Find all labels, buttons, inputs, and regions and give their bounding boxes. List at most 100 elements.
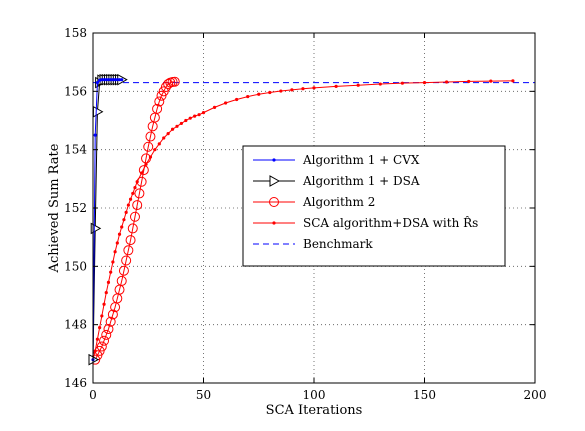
data-point-3: [467, 79, 471, 84]
data-point-3: [113, 250, 117, 254]
y-tick-label: 150: [64, 259, 87, 273]
legend-label: SCA algorithm+DSA with R̂s: [303, 215, 478, 230]
data-point-2: [116, 275, 127, 286]
data-point-3: [257, 92, 261, 96]
data-point-3: [162, 136, 166, 140]
x-tick-label: 150: [413, 388, 436, 402]
data-point-2: [118, 265, 129, 276]
data-point-3: [193, 114, 197, 118]
data-point-3: [122, 218, 126, 222]
legend-item: Algorithm 2: [253, 195, 375, 209]
data-point-0: [113, 78, 117, 82]
legend: Algorithm 1 + CVX Algorithm 1 + DSA Algori…: [242, 145, 506, 267]
data-point-3: [511, 79, 515, 83]
data-point-2: [169, 76, 180, 87]
data-point-3: [246, 94, 250, 99]
data-point-3: [312, 86, 316, 90]
data-point-2: [121, 255, 132, 266]
data-point-3: [128, 197, 133, 201]
data-point-3: [268, 90, 272, 95]
data-point-2: [127, 223, 138, 234]
data-point-3: [102, 302, 106, 306]
data-point-3: [124, 210, 128, 214]
data-point-0: [109, 78, 113, 82]
data-point-2: [132, 200, 143, 211]
data-point-0: [100, 78, 104, 82]
data-point-2: [105, 316, 116, 327]
data-point-3: [235, 97, 239, 102]
data-point-3: [111, 260, 115, 264]
data-point-0: [117, 78, 122, 82]
y-tick-label: 152: [64, 201, 87, 215]
data-point-3: [422, 80, 427, 85]
data-point-3: [188, 116, 192, 120]
data-point-3: [445, 80, 449, 84]
data-point-3: [489, 79, 493, 83]
y-axis-label: Achieved Sum Rate: [47, 143, 62, 273]
data-point-3: [104, 290, 108, 295]
data-point-3: [170, 127, 175, 131]
data-point-0: [104, 78, 108, 82]
data-point-0: [111, 78, 115, 82]
data-point-2: [125, 235, 136, 246]
legend-label: Benchmark: [303, 237, 373, 251]
y-tick-label: 156: [64, 84, 87, 98]
legend-item: SCA algorithm+DSA with R̂s: [253, 215, 478, 230]
legend-marker: [269, 197, 279, 207]
data-point-2: [154, 96, 165, 107]
legend-item: Algorithm 1 + DSA: [253, 174, 420, 188]
data-point-3: [290, 88, 294, 92]
x-tick-label: 200: [524, 388, 547, 402]
data-point-2: [101, 329, 112, 340]
data-point-2: [138, 165, 149, 176]
data-point-3: [117, 232, 122, 236]
data-point-3: [356, 83, 360, 87]
data-point-3: [109, 270, 113, 274]
legend-label: Algorithm 2: [302, 195, 375, 209]
data-point-0: [95, 80, 100, 85]
series-0: [91, 78, 124, 362]
data-point-2: [96, 341, 107, 352]
data-point-3: [100, 314, 104, 318]
legend-marker: [272, 158, 276, 162]
data-point-3: [400, 81, 404, 85]
data-point-3: [98, 325, 102, 330]
y-tick-label: 154: [64, 143, 87, 157]
data-point-3: [184, 118, 188, 123]
data-point-2: [123, 245, 134, 256]
data-point-2: [134, 188, 145, 199]
data-point-3: [197, 113, 201, 117]
data-point-2: [129, 211, 140, 222]
data-point-3: [279, 89, 283, 93]
data-point-3: [175, 124, 179, 128]
data-point-3: [201, 111, 206, 115]
data-point-3: [153, 148, 157, 152]
series-group: [88, 73, 535, 366]
x-tick-label: 0: [89, 388, 97, 402]
data-point-2: [145, 131, 156, 142]
data-point-3: [212, 105, 217, 109]
legend-item: Algorithm 1 + CVX: [253, 153, 420, 167]
data-point-2: [163, 79, 174, 90]
data-point-3: [126, 203, 130, 207]
data-point-3: [179, 121, 183, 126]
x-axis-label: SCA Iterations: [266, 403, 363, 418]
data-point-2: [99, 335, 110, 346]
data-point-0: [106, 78, 111, 82]
data-point-3: [120, 225, 124, 229]
data-point-2: [141, 153, 152, 164]
legend-label: Algorithm 1 + DSA: [302, 174, 420, 188]
x-tick-label: 50: [196, 388, 211, 402]
series-3: [91, 79, 515, 362]
y-tick-label: 146: [64, 376, 87, 390]
ticks: 0 50 100 150 200 146 148 150 152 154 156 158: [64, 26, 546, 402]
legend-marker: [272, 221, 276, 225]
data-point-3: [95, 337, 100, 341]
data-point-3: [378, 82, 382, 86]
data-point-2: [136, 176, 147, 187]
data-point-3: [157, 142, 161, 146]
data-point-2: [143, 141, 154, 152]
data-point-0: [102, 78, 106, 82]
x-tick-label: 100: [303, 388, 326, 402]
